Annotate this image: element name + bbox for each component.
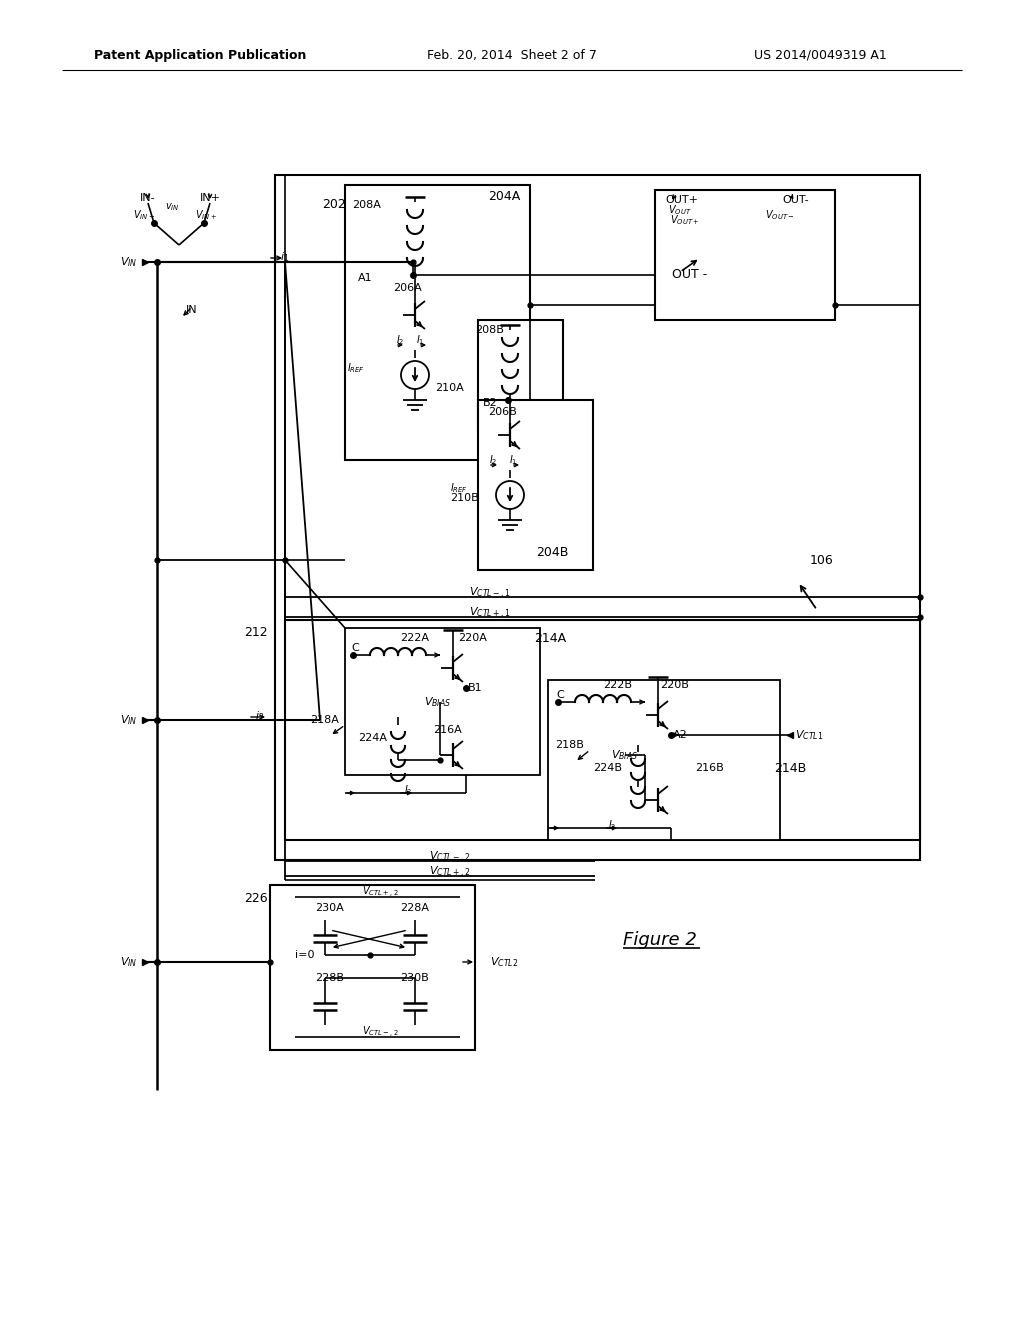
- Text: $V_{CTL+,2}$: $V_{CTL+,2}$: [361, 884, 398, 899]
- Text: $v_{IN}$: $v_{IN}$: [165, 201, 179, 213]
- Text: OUT -: OUT -: [672, 268, 708, 281]
- Text: C: C: [556, 690, 564, 700]
- Text: 226: 226: [244, 891, 267, 904]
- Text: $I_{REF}$: $I_{REF}$: [347, 362, 365, 375]
- Text: A2: A2: [673, 730, 688, 741]
- Text: A1: A1: [358, 273, 373, 282]
- Text: 214A: 214A: [534, 631, 566, 644]
- Text: OUT-: OUT-: [782, 195, 809, 205]
- Text: 208A: 208A: [352, 201, 381, 210]
- Text: $V_{IN}$: $V_{IN}$: [121, 956, 138, 969]
- Text: 220A: 220A: [458, 634, 486, 643]
- Text: Patent Application Publication: Patent Application Publication: [94, 49, 306, 62]
- Bar: [285, 620, 920, 840]
- Text: 206A: 206A: [393, 282, 422, 293]
- Text: $V_{BIAS}$: $V_{BIAS}$: [424, 696, 452, 709]
- Text: 230A: 230A: [315, 903, 344, 913]
- Text: $V_{OUT-}$: $V_{OUT-}$: [766, 209, 795, 222]
- Bar: [345, 185, 530, 459]
- Text: 204B: 204B: [536, 545, 568, 558]
- Text: 202: 202: [322, 198, 346, 211]
- Text: $\mathit{V_{CTL2}}$: $\mathit{V_{CTL2}}$: [490, 956, 518, 969]
- Text: $V_{CTL-,2}$: $V_{CTL-,2}$: [429, 850, 471, 865]
- Text: $V_{IN-}$: $V_{IN-}$: [133, 209, 155, 222]
- Text: 204A: 204A: [488, 190, 520, 203]
- Text: $V_{IN+}$: $V_{IN+}$: [195, 209, 217, 222]
- Text: B1: B1: [468, 682, 482, 693]
- Text: 228A: 228A: [400, 903, 429, 913]
- Text: 220B: 220B: [660, 680, 689, 690]
- Text: IN-: IN-: [140, 193, 156, 203]
- Text: $I_1$: $I_1$: [416, 333, 424, 347]
- Text: 208B: 208B: [475, 325, 504, 335]
- Text: US 2014/0049319 A1: US 2014/0049319 A1: [754, 49, 887, 62]
- Text: $V_{OUT}$: $V_{OUT}$: [669, 203, 692, 216]
- Text: $V_{CTL-,2}$: $V_{CTL-,2}$: [361, 1024, 398, 1040]
- Text: C: C: [351, 643, 358, 653]
- Text: 222B: 222B: [603, 680, 632, 690]
- Text: 216A: 216A: [433, 725, 462, 735]
- Text: $i_1$: $i_1$: [281, 249, 290, 264]
- Text: 206B: 206B: [488, 407, 517, 417]
- Bar: [275, 176, 920, 861]
- Bar: [548, 680, 780, 840]
- Text: 228B: 228B: [315, 973, 344, 983]
- Text: 216B: 216B: [695, 763, 724, 774]
- Text: $V_{CTL+,2}$: $V_{CTL+,2}$: [429, 865, 471, 879]
- Text: $I_2$: $I_2$: [608, 818, 616, 832]
- Text: $V_{OUT+}$: $V_{OUT+}$: [670, 213, 699, 227]
- Text: B2: B2: [483, 399, 498, 408]
- Text: OUT+: OUT+: [665, 195, 698, 205]
- Text: 212: 212: [244, 627, 267, 639]
- Text: 218A: 218A: [310, 715, 339, 725]
- Text: $i_2$: $i_2$: [255, 709, 264, 723]
- Text: $I_2$: $I_2$: [396, 333, 404, 347]
- Text: $\mathit{V_{CTL1}}$: $\mathit{V_{CTL1}}$: [795, 729, 823, 742]
- Text: $V_{IN}$: $V_{IN}$: [121, 713, 138, 727]
- Bar: [655, 190, 835, 319]
- Text: $I_2$: $I_2$: [488, 453, 498, 467]
- Text: Feb. 20, 2014  Sheet 2 of 7: Feb. 20, 2014 Sheet 2 of 7: [427, 49, 597, 62]
- Text: 224A: 224A: [358, 733, 387, 743]
- Text: $I_1$: $I_1$: [509, 453, 517, 467]
- Text: $V_{CTL+,1}$: $V_{CTL+,1}$: [469, 606, 511, 620]
- Text: 210B: 210B: [450, 492, 479, 503]
- Bar: [270, 884, 475, 1049]
- Text: IN+: IN+: [200, 193, 220, 203]
- Text: 214B: 214B: [774, 762, 806, 775]
- Bar: [345, 628, 540, 775]
- Text: 218B: 218B: [555, 741, 584, 750]
- Bar: [478, 319, 563, 430]
- Text: i=0: i=0: [295, 950, 314, 960]
- Text: $V_{CTL-,1}$: $V_{CTL-,1}$: [469, 586, 511, 601]
- Text: 224B: 224B: [593, 763, 622, 774]
- Text: 106: 106: [810, 553, 834, 566]
- Text: $V_{IN}$: $V_{IN}$: [121, 255, 138, 269]
- Text: Figure 2: Figure 2: [623, 931, 697, 949]
- Text: $I_{REF}$: $I_{REF}$: [451, 480, 468, 495]
- Text: 230B: 230B: [400, 973, 429, 983]
- Text: IN: IN: [186, 305, 198, 315]
- Text: $I_2$: $I_2$: [403, 783, 413, 797]
- Text: 210A: 210A: [435, 383, 464, 393]
- Text: $V_{BIAS}$: $V_{BIAS}$: [611, 748, 639, 762]
- Bar: [478, 400, 593, 570]
- Text: 222A: 222A: [400, 634, 429, 643]
